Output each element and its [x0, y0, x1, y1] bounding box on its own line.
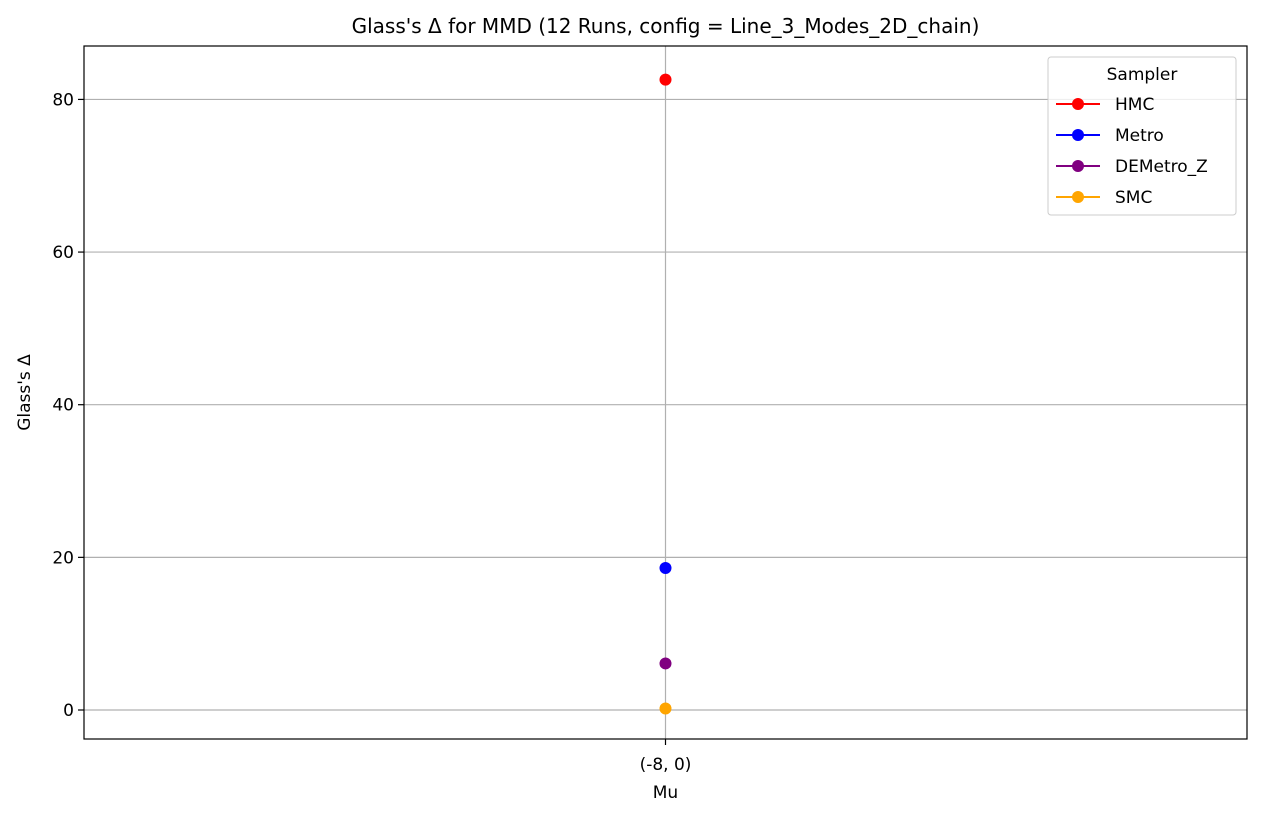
legend-title: Sampler — [1107, 65, 1178, 85]
data-point-demetro-z — [659, 657, 672, 670]
mark-layer — [659, 73, 672, 715]
grid-layer — [84, 46, 1247, 739]
y-tick-label: 0 — [63, 701, 74, 721]
y-tick-label: 60 — [52, 243, 74, 263]
legend-box — [1047, 56, 1237, 216]
data-point-metro — [659, 562, 672, 575]
data-point-hmc — [659, 73, 672, 86]
legend-label-smc: SMC — [1115, 188, 1152, 208]
x-axis-label: Mu — [653, 783, 678, 803]
legend-entries: HMC Metro DEMetro_Z SMC — [1056, 95, 1208, 208]
tick-layer: 0 20 40 60 80 (-8, 0) — [52, 90, 691, 775]
legend-marker-demetro-z — [1072, 160, 1084, 172]
legend-label-hmc: HMC — [1115, 95, 1154, 115]
y-axis-label: Glass's Δ — [15, 354, 35, 431]
legend: Sampler HMC Metro DEMetro_Z SMC — [1047, 56, 1237, 216]
chart-title: Glass's Δ for MMD (12 Runs, config = Lin… — [352, 14, 980, 38]
legend-label-demetro-z: DEMetro_Z — [1115, 157, 1208, 177]
legend-marker-hmc — [1072, 98, 1084, 110]
y-tick-label: 20 — [52, 548, 74, 568]
legend-marker-smc — [1072, 191, 1084, 203]
plot-frame — [83, 45, 1248, 740]
y-tick-label: 80 — [52, 90, 74, 110]
legend-label-metro: Metro — [1115, 126, 1164, 146]
x-tick-label: (-8, 0) — [640, 755, 692, 775]
data-point-smc — [659, 702, 672, 715]
y-tick-label: 40 — [52, 396, 74, 416]
legend-marker-metro — [1072, 129, 1084, 141]
